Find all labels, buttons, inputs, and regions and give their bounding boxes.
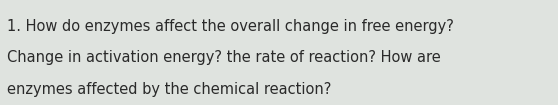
Text: 1. How do enzymes affect the overall change in free energy?: 1. How do enzymes affect the overall cha… bbox=[7, 19, 454, 34]
Text: Change in activation energy? the rate of reaction? How are: Change in activation energy? the rate of… bbox=[7, 50, 440, 65]
Text: enzymes affected by the chemical reaction?: enzymes affected by the chemical reactio… bbox=[7, 82, 331, 97]
